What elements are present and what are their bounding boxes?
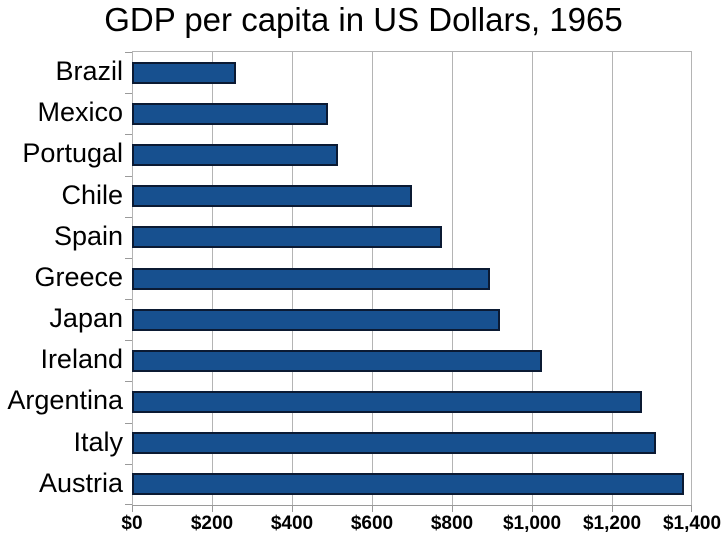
bar-chile: [132, 185, 412, 207]
x-tick-label: $600: [350, 513, 394, 534]
x-axis-tick: [452, 505, 453, 512]
x-tick-label: $1,200: [582, 513, 642, 534]
x-axis-tick: [212, 505, 213, 512]
x-tick-label: $400: [270, 513, 314, 534]
bar-portugal: [132, 144, 338, 166]
y-axis-tick: [125, 299, 132, 300]
y-axis-tick: [125, 340, 132, 341]
x-tick-label: $800: [430, 513, 474, 534]
bar-italy: [132, 432, 656, 454]
category-axis-labels: Brazil Mexico Portugal Chile Spain Greece Japa…: [0, 51, 123, 504]
x-axis-tick: [292, 505, 293, 512]
category-label-portugal: Portugal: [22, 138, 123, 168]
y-axis-tick: [125, 134, 132, 135]
y-axis-tick: [125, 176, 132, 177]
category-label-greece: Greece: [34, 262, 123, 292]
x-tick-label: $1,400: [662, 513, 722, 534]
plot-area: [125, 51, 692, 512]
bar-ireland: [132, 350, 542, 372]
category-label-austria: Austria: [38, 468, 123, 498]
category-label-argentina: Argentina: [7, 385, 123, 415]
x-axis-tick: [612, 505, 613, 512]
bar-mexico: [132, 103, 328, 125]
gridline: [532, 52, 533, 505]
y-axis-tick: [125, 217, 132, 218]
gridline: [691, 52, 692, 505]
category-label-brazil: Brazil: [55, 56, 123, 86]
bar-brazil: [132, 62, 236, 84]
x-axis-tick: [372, 505, 373, 512]
y-axis-tick: [125, 52, 132, 53]
x-axis-tick: [532, 505, 533, 512]
bar-argentina: [132, 391, 642, 413]
x-tick-label: $0: [121, 513, 143, 534]
bar-japan: [132, 309, 500, 331]
gridline: [612, 52, 613, 505]
category-label-mexico: Mexico: [37, 97, 123, 127]
category-label-chile: Chile: [61, 180, 123, 210]
y-axis-tick: [125, 258, 132, 259]
y-axis-tick: [125, 381, 132, 382]
bar-spain: [132, 226, 442, 248]
value-axis-labels: $0 $200 $400 $600 $800 $1,000 $1,200 $1,400: [0, 513, 727, 539]
x-axis-tick: [691, 505, 692, 512]
chart-title: GDP per capita in US Dollars, 1965: [104, 1, 623, 38]
category-label-spain: Spain: [53, 221, 123, 251]
category-label-japan: Japan: [49, 303, 123, 333]
bar-austria: [132, 473, 684, 495]
y-axis-tick: [125, 423, 132, 424]
x-tick-label: $1,000: [502, 513, 562, 534]
y-axis-tick: [125, 464, 132, 465]
x-axis-tick: [132, 505, 133, 512]
category-label-ireland: Ireland: [40, 344, 123, 374]
y-axis-tick: [125, 93, 132, 94]
x-tick-label: $200: [190, 513, 234, 534]
y-axis-tick: [125, 504, 132, 505]
bar-greece: [132, 268, 490, 290]
category-label-italy: Italy: [73, 427, 123, 457]
